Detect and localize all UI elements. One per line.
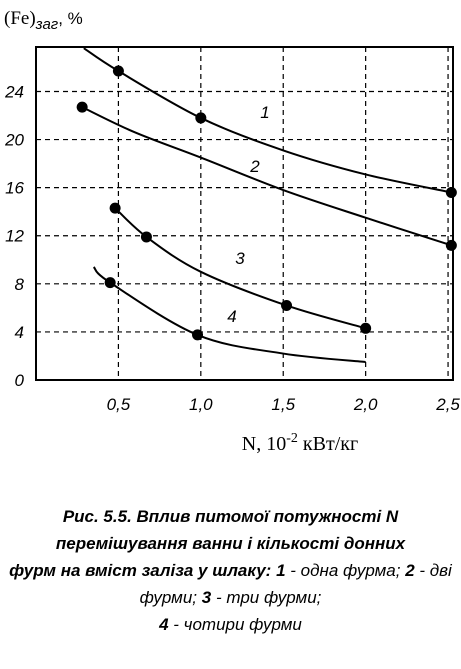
x-tick-label: 0,5 (107, 395, 131, 414)
y-tick-label: 16 (5, 179, 24, 198)
marker (360, 322, 372, 334)
caption: Рис. 5.5. Вплив питомої потужності N пере… (0, 503, 461, 638)
x-tick-label: 1,0 (189, 395, 213, 414)
y-tick-label: 8 (15, 275, 25, 294)
y-label-main: (Fe) (4, 8, 36, 29)
item-text: - чотири фурми (173, 615, 302, 634)
marker (445, 239, 457, 251)
item-num: 1 (276, 561, 286, 580)
marker (76, 101, 88, 113)
item-num: 2 (405, 561, 415, 580)
marker (109, 202, 121, 214)
marker (195, 112, 207, 124)
x-label-sup: -2 (286, 431, 298, 446)
curve-label: 2 (249, 157, 260, 176)
marker (192, 329, 204, 341)
item-text: - дві фурми; (139, 561, 452, 607)
curve (114, 207, 366, 330)
y-label-sub: заг (35, 16, 59, 33)
chart: (Fe)заг, % N, 10-2 кВт/кг 048121620240,5… (4, 8, 460, 455)
curve-label: 1 (260, 103, 269, 122)
item-text: - три фурми; (215, 588, 322, 607)
x-label-unit: кВт/кг (298, 433, 358, 455)
x-tick-label: 2,5 (435, 395, 460, 414)
caption-line: перемішування ванни і кількості донних (55, 534, 406, 553)
y-tick-label: 12 (5, 227, 24, 246)
y-tick-label: 0 (15, 371, 25, 390)
y-tick-label: 24 (4, 82, 24, 101)
item-text: - одна фурма; (290, 561, 401, 580)
marker (112, 65, 124, 77)
marker (104, 277, 116, 289)
x-tick-label: 2,0 (353, 395, 378, 414)
marker (281, 299, 293, 311)
caption-line: фурм на вміст заліза у шлаку: (9, 561, 272, 580)
item-num: 4 (159, 615, 169, 634)
y-axis-label: (Fe)заг, % (4, 8, 83, 33)
curve-label: 4 (227, 307, 236, 326)
x-axis-label: N, 10-2 кВт/кг (242, 431, 358, 455)
x-label-main: N, 10 (242, 433, 286, 455)
plot-frame (35, 46, 454, 381)
x-tick-label: 1,5 (271, 395, 295, 414)
curve-label: 3 (235, 249, 245, 268)
y-tick-label: 4 (15, 323, 24, 342)
curve (81, 106, 452, 247)
marker (445, 186, 457, 198)
y-label-unit: , % (58, 9, 83, 28)
caption-line: Рис. 5.5. Вплив питомої потужності N (62, 507, 399, 526)
y-tick-label: 20 (4, 131, 24, 150)
marker (140, 231, 152, 243)
item-num: 3 (201, 588, 212, 607)
